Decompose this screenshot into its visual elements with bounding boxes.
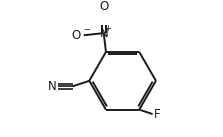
Text: O: O — [72, 29, 81, 42]
Text: O: O — [99, 0, 108, 13]
Text: N: N — [100, 27, 109, 40]
Text: N: N — [48, 80, 57, 93]
Text: −: − — [83, 25, 90, 35]
Text: F: F — [154, 108, 160, 121]
Text: +: + — [105, 24, 111, 33]
